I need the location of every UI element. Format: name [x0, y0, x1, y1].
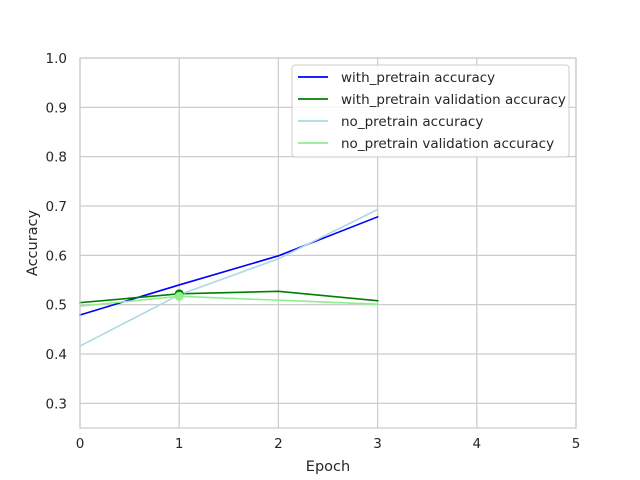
- y-axis-label: Accuracy: [25, 209, 41, 276]
- data-point-marker: [174, 291, 184, 301]
- legend: with_pretrain accuracy with_pretrain vali…: [291, 64, 570, 158]
- x-axis-label: Epoch: [306, 459, 350, 475]
- y-tick-labels: 0.3 0.4 0.5 0.6 0.7 0.8 0.9 1.0: [46, 51, 67, 412]
- x-tick-label: 1: [175, 436, 184, 452]
- y-tick-label: 0.8: [46, 150, 67, 166]
- x-tick-label: 0: [76, 436, 85, 452]
- legend-label: with_pretrain accuracy: [341, 70, 495, 86]
- plot-frame: [79, 57, 577, 429]
- series-line-3: [79, 295, 379, 308]
- series-lines: [78, 208, 379, 348]
- legend-label: no_pretrain accuracy: [341, 114, 483, 130]
- y-tick-label: 0.3: [46, 396, 67, 412]
- legend-label: with_pretrain validation accuracy: [341, 92, 566, 108]
- y-tick-label: 0.9: [46, 100, 67, 116]
- series-line-0: [79, 215, 379, 317]
- x-tick-label: 5: [572, 436, 581, 452]
- legend-box: [291, 64, 570, 158]
- y-tick-label: 0.5: [46, 298, 67, 314]
- x-tick-label: 2: [274, 436, 283, 452]
- x-tick-labels: 0 1 2 3 4 5: [76, 436, 581, 452]
- y-tick-label: 0.6: [46, 248, 67, 264]
- y-tick-label: 1.0: [46, 51, 67, 67]
- x-tick-label: 3: [373, 436, 382, 452]
- legend-label: no_pretrain validation accuracy: [341, 136, 554, 152]
- x-tick-label: 4: [473, 436, 482, 452]
- series-line-2: [78, 208, 379, 348]
- y-tick-label: 0.7: [46, 199, 67, 215]
- y-tick-label: 0.4: [46, 347, 67, 363]
- data-markers: [174, 289, 184, 301]
- series-line-1: [79, 290, 379, 304]
